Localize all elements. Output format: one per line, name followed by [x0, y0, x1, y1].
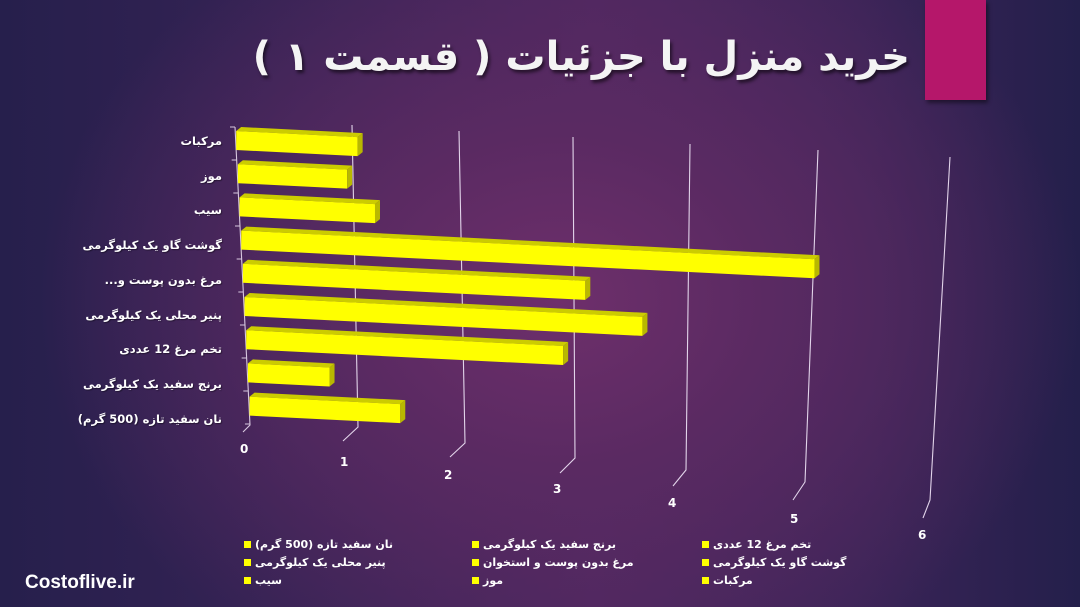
legend-item: برنج سفید یک کیلوگرمی	[472, 538, 616, 551]
legend-item: سیب	[244, 574, 282, 587]
x-tick-label: 0	[240, 442, 249, 456]
category-label: پنیر محلی یک کیلوگرمی	[85, 307, 222, 322]
gridline	[792, 149, 819, 501]
bar	[249, 392, 406, 424]
legend-label: سیب	[255, 574, 282, 587]
x-tick-label: 1	[340, 455, 349, 469]
legend-label: نان سفید تازه (500 گرم)	[255, 538, 393, 551]
legend-swatch	[472, 577, 479, 584]
category-label: مرغ بدون پوست و...	[104, 272, 222, 287]
category-label: تخم مرغ 12 عددی	[119, 342, 222, 357]
legend-item: مرغ بدون پوست و استخوان	[472, 556, 634, 569]
legend-swatch	[244, 559, 251, 566]
category-label: برنج سفید یک کیلوگرمی	[83, 376, 222, 391]
legend-label: تخم مرغ 12 عددی	[713, 538, 812, 551]
gridline	[559, 136, 576, 474]
legend-swatch	[244, 541, 251, 548]
x-tick-label: 4	[668, 496, 677, 510]
category-label: سیب	[193, 203, 222, 218]
legend-label: برنج سفید یک کیلوگرمی	[483, 538, 616, 551]
bar	[242, 259, 591, 300]
legend-swatch	[702, 577, 709, 584]
bar	[239, 193, 380, 224]
x-tick-label: 2	[444, 468, 453, 482]
x-tick-label: 5	[790, 512, 799, 526]
bar	[236, 127, 363, 157]
x-tick-label: 6	[918, 528, 927, 542]
bar	[241, 226, 820, 279]
legend-label: مرکبات	[713, 574, 753, 587]
bar	[237, 160, 353, 189]
gridline	[672, 143, 691, 487]
x-tick-label: 3	[553, 482, 562, 496]
bar	[247, 359, 335, 387]
legend-swatch	[472, 541, 479, 548]
legend-label: گوشت گاو یک کیلوگرمی	[713, 556, 847, 569]
legend-item: گوشت گاو یک کیلوگرمی	[702, 556, 846, 569]
title-accent-bar	[925, 0, 986, 100]
gridline	[449, 130, 466, 458]
legend-swatch	[702, 541, 709, 548]
category-label: نان سفید تازه (500 گرم)	[77, 411, 222, 426]
category-label: مرکبات	[180, 134, 222, 148]
legend-item: نان سفید تازه (500 گرم)	[244, 538, 393, 551]
legend-item: موز	[472, 574, 503, 587]
legend-label: موز	[483, 574, 504, 587]
gridline	[342, 124, 359, 442]
legend-label: مرغ بدون پوست و استخوان	[483, 556, 634, 569]
page-title: خرید منزل با جزئیات ( قسمت ۱ )	[252, 34, 910, 80]
legend-swatch	[244, 577, 251, 584]
category-label: گوشت گاو یک کیلوگرمی	[82, 238, 222, 253]
brand-watermark: Costoflive.ir	[25, 572, 135, 593]
gridline	[922, 156, 951, 519]
legend-item: مرکبات	[702, 574, 753, 587]
legend-item: تخم مرغ 12 عددی	[702, 538, 811, 551]
legend-label: پنیر محلی یک کیلوگرمی	[255, 556, 386, 569]
legend-swatch	[702, 559, 709, 566]
legend-swatch	[472, 559, 479, 566]
legend-item: پنیر محلی یک کیلوگرمی	[244, 556, 386, 569]
bar	[244, 293, 648, 336]
bar	[246, 326, 569, 366]
category-axis-line	[234, 126, 251, 433]
category-label: موز	[201, 168, 222, 183]
